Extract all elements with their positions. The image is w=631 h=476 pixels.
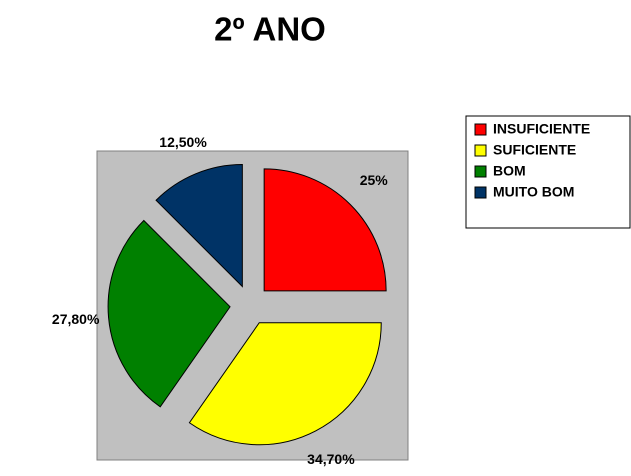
- pie-slice: [107, 219, 231, 408]
- data-label: 12,50%: [159, 134, 207, 150]
- data-label: 27,80%: [52, 311, 100, 327]
- legend-label: INSUFICIENTE: [493, 121, 590, 137]
- legend-swatch: [474, 123, 487, 136]
- pie-slice: [155, 164, 243, 288]
- legend: [465, 115, 631, 229]
- pie-slice: [188, 322, 382, 446]
- chart-title: 2º ANO: [214, 11, 326, 48]
- pie-slice: [263, 168, 387, 292]
- legend-swatch: [474, 144, 487, 157]
- legend-label: BOM: [493, 163, 526, 179]
- data-label: 34,70%: [307, 451, 355, 467]
- legend-swatch: [474, 186, 487, 199]
- legend-swatch: [474, 165, 487, 178]
- legend-label: SUFICIENTE: [493, 142, 576, 158]
- legend-label: MUITO BOM: [493, 184, 574, 200]
- data-label: 25%: [360, 172, 389, 188]
